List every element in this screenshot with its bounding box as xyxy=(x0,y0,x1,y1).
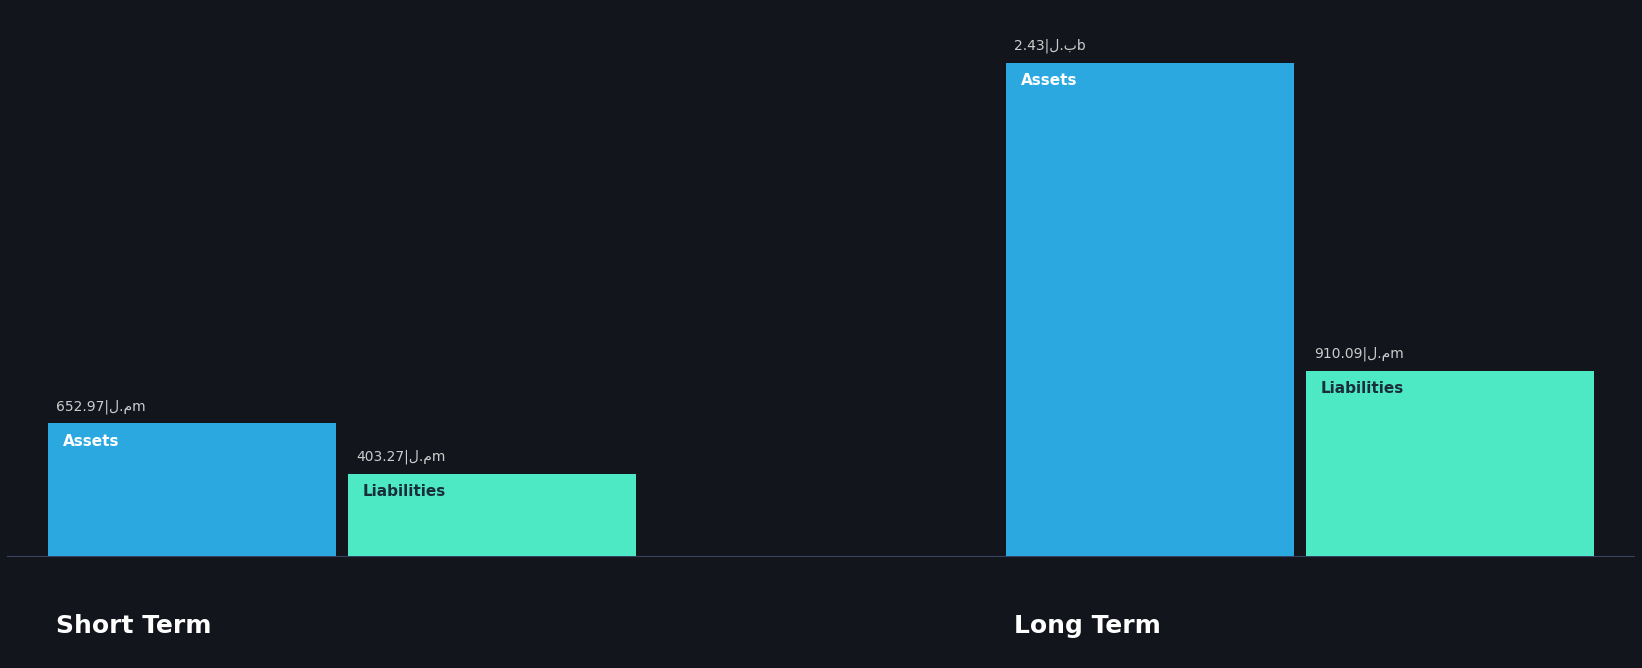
Bar xyxy=(348,474,635,556)
Text: 2.43|ل.بb: 2.43|ل.بb xyxy=(1015,39,1085,53)
Text: Assets: Assets xyxy=(62,434,120,449)
Bar xyxy=(1007,63,1294,556)
Bar xyxy=(48,423,337,556)
Text: Short Term: Short Term xyxy=(56,614,212,637)
Text: 652.97|ل.مm: 652.97|ل.مm xyxy=(56,399,146,413)
Text: 910.09|ل.مm: 910.09|ل.مm xyxy=(1314,347,1404,361)
Text: 403.27|ل.مm: 403.27|ل.مm xyxy=(356,450,445,464)
Text: Liabilities: Liabilities xyxy=(363,484,447,499)
Bar xyxy=(1305,371,1594,556)
Text: Assets: Assets xyxy=(1021,73,1077,88)
Text: Liabilities: Liabilities xyxy=(1320,381,1404,396)
Text: Long Term: Long Term xyxy=(1015,614,1161,637)
